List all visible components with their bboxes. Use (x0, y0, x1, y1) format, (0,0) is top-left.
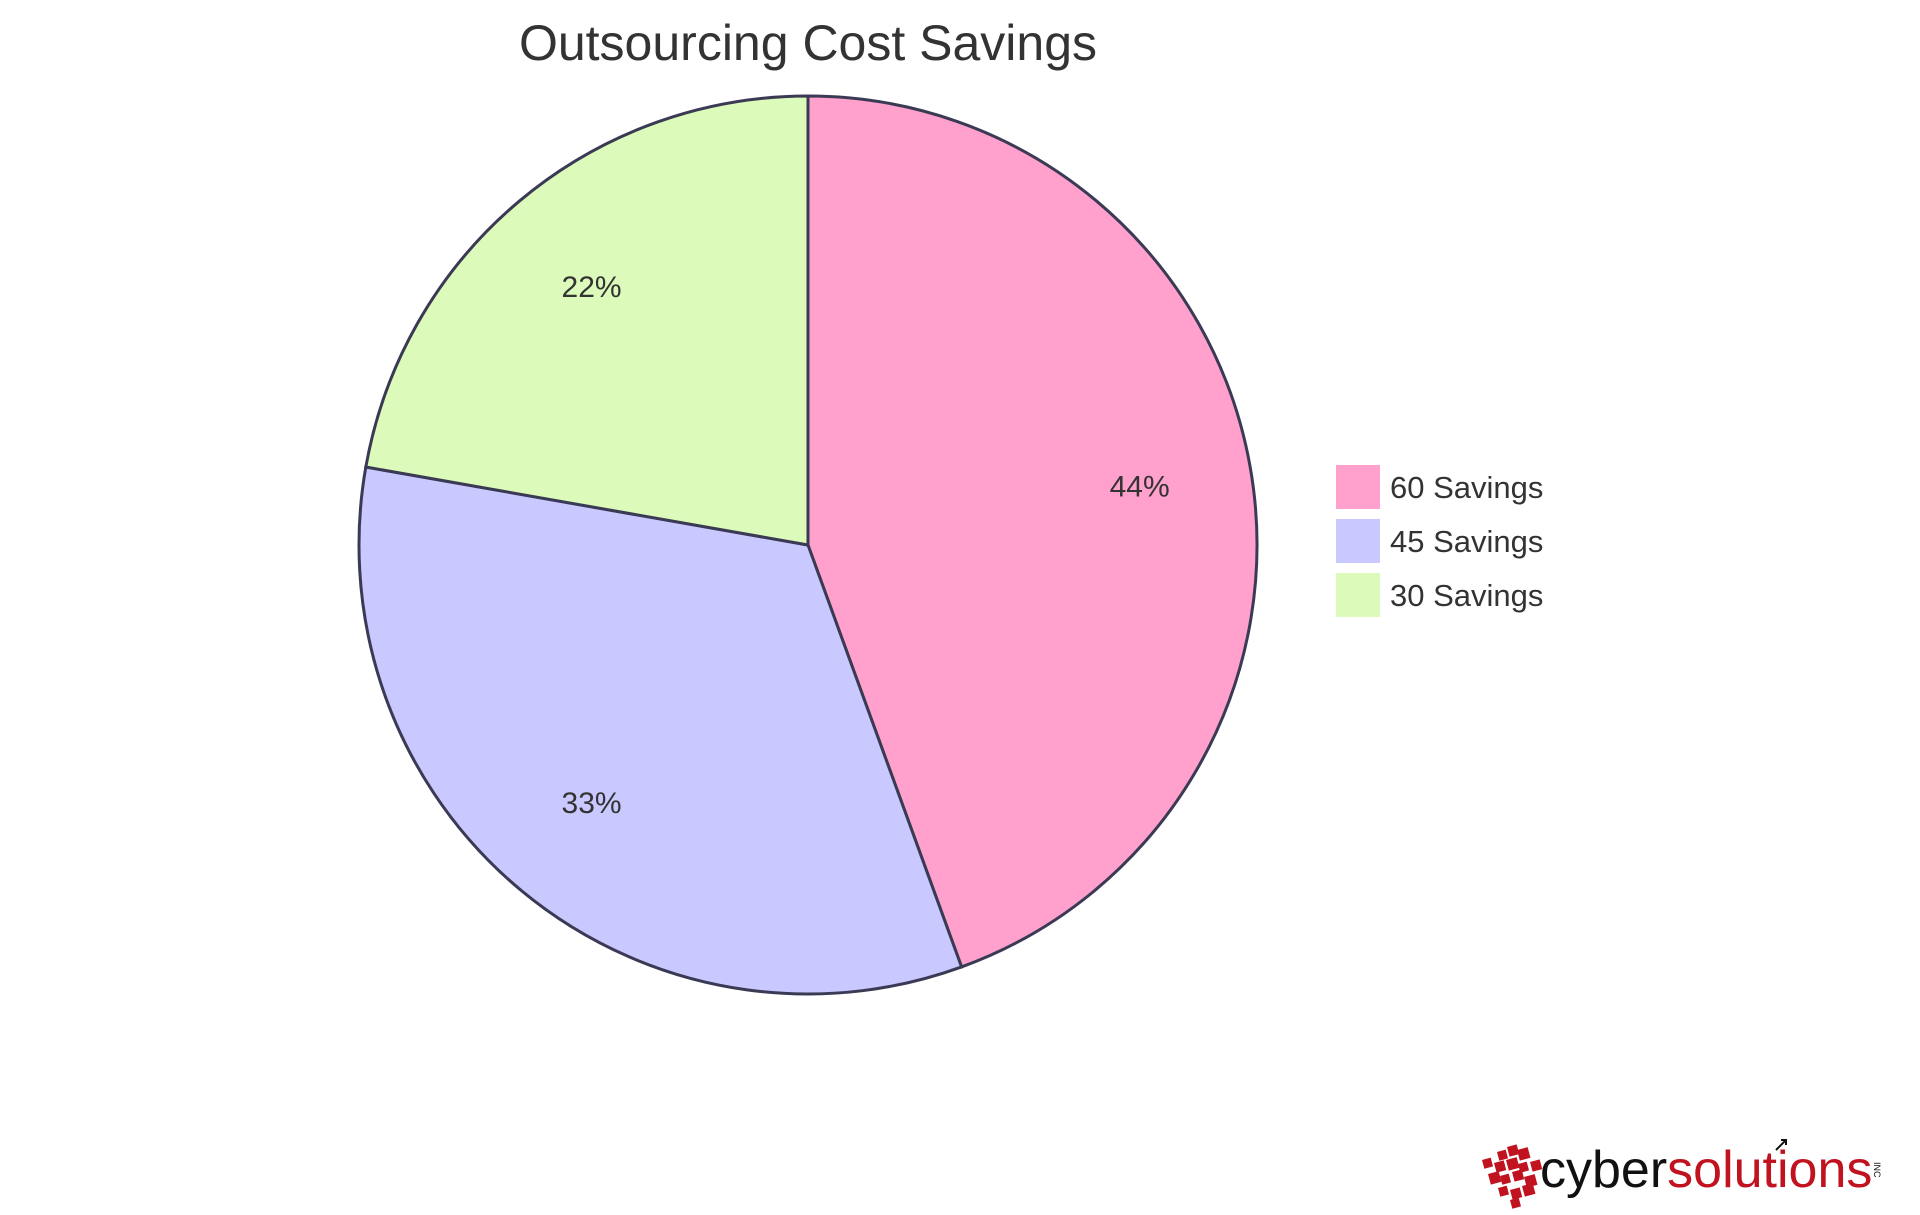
legend-label: 45 Savings (1390, 524, 1543, 559)
logo-text-solutions: solutions (1667, 1141, 1872, 1199)
pie-slice (364, 94, 810, 547)
legend-swatch (1336, 573, 1380, 617)
logo-square (1498, 1185, 1510, 1197)
pie-slices (357, 94, 1259, 996)
logo-square (1512, 1169, 1525, 1182)
pie-slice (806, 94, 1259, 969)
legend-swatch (1336, 465, 1380, 509)
logo-square (1523, 1174, 1538, 1188)
logo-square (1500, 1173, 1512, 1185)
logo-mark-icon (1482, 1144, 1543, 1209)
slice-percent-label: 33% (562, 787, 622, 820)
chart-title: Outsourcing Cost Savings (519, 15, 1097, 71)
logo-square (1510, 1197, 1522, 1209)
pie-slice (357, 465, 964, 996)
legend-label: 30 Savings (1390, 578, 1543, 613)
legend: 60 Savings 45 Savings 30 Savings (1336, 465, 1543, 617)
logo-square (1488, 1171, 1502, 1185)
logo-square (1507, 1144, 1520, 1157)
logo-square (1497, 1149, 1509, 1161)
logo-suffix: INC (1872, 1162, 1882, 1178)
logo-arrow-icon (1775, 1139, 1787, 1151)
logo-square (1522, 1183, 1536, 1197)
logo-square (1516, 1147, 1531, 1161)
logo-square (1482, 1157, 1494, 1169)
logo-text-cyber: cyber (1540, 1141, 1667, 1199)
company-logo: cybersolutions INC (1482, 1139, 1882, 1209)
svg-text:cybersolutions: cybersolutions (1540, 1141, 1872, 1199)
logo-square (1510, 1187, 1523, 1200)
legend-label: 60 Savings (1390, 470, 1543, 505)
slice-percent-label: 22% (562, 271, 622, 304)
logo-square (1530, 1159, 1543, 1172)
slice-percent-label: 44% (1110, 471, 1170, 504)
slice-labels: 44% 33% 22% (562, 271, 1170, 820)
legend-swatch (1336, 519, 1380, 563)
logo-square (1494, 1160, 1507, 1173)
logo-square (1506, 1157, 1520, 1171)
